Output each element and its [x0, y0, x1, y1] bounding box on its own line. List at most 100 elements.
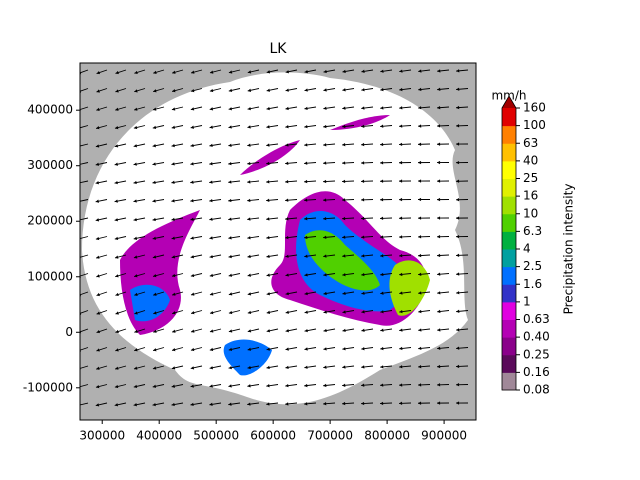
wind-arrow-head — [172, 347, 176, 352]
wind-arrow-head — [115, 311, 119, 315]
wind-arrow-head — [191, 329, 195, 333]
wind-arrow-head — [342, 179, 346, 184]
y-tick-label: 200000 — [27, 214, 73, 228]
wind-arrow-head — [380, 179, 384, 183]
wind-arrow-head — [418, 197, 422, 202]
wind-arrow-head — [304, 124, 308, 129]
wind-arrow-head — [114, 218, 118, 222]
wind-arrow-head — [153, 292, 157, 296]
wind-arrow-head — [456, 216, 460, 220]
wind-arrow-head — [115, 348, 119, 352]
wind-arrow-head — [361, 69, 365, 73]
wind-arrow-head — [418, 253, 422, 258]
wind-arrow-head — [209, 70, 214, 74]
wind-arrow-head — [456, 253, 460, 258]
wind-arrow-head — [361, 124, 365, 128]
wind-arrow-head — [361, 401, 365, 406]
wind-arrow-head — [209, 198, 213, 203]
wind-arrow-head — [456, 291, 460, 295]
wind-arrow-head — [152, 366, 157, 370]
wind-arrow-head — [115, 366, 119, 370]
wind-arrow-head — [133, 403, 137, 407]
wind-arrow-head — [228, 292, 233, 296]
wind-arrow-head — [361, 142, 365, 147]
wind-arrow-head — [323, 365, 327, 369]
wind-arrow-head — [380, 272, 384, 277]
wind-arrow-head — [247, 161, 251, 166]
wind-arrow-head — [190, 402, 194, 407]
wind-arrow-head — [456, 309, 460, 314]
wind-arrow-head — [247, 402, 251, 406]
y-tick-label: 400000 — [27, 103, 73, 117]
wind-arrow-head — [361, 383, 365, 387]
wind-arrow-head — [361, 179, 365, 183]
wind-arrow-head — [380, 106, 384, 110]
wind-arrow-head — [380, 254, 384, 258]
y-tick-label: -100000 — [23, 380, 73, 394]
wind-arrow-head — [172, 311, 176, 315]
wind-arrow-head — [380, 216, 384, 221]
wind-arrow-head — [380, 124, 384, 128]
wind-arrow-head — [304, 88, 308, 92]
wind-arrow-head — [304, 179, 308, 184]
wind-arrow-head — [247, 329, 252, 333]
wind-arrow-head — [323, 106, 327, 110]
radar-field — [80, 69, 469, 407]
wind-arrow-head — [380, 235, 384, 239]
wind-arrow-head — [171, 217, 175, 222]
wind-arrow — [80, 365, 89, 369]
y-tick-label: 0 — [65, 325, 73, 339]
wind-arrow-head — [361, 365, 365, 369]
wind-arrow-head — [418, 309, 422, 314]
x-tick-label: 700000 — [307, 429, 353, 443]
wind-arrow-head — [304, 291, 308, 296]
colorbar-swatch — [502, 196, 516, 215]
wind-arrow-head — [399, 161, 403, 165]
colorbar-tick-label: 0.08 — [523, 383, 550, 397]
wind-arrow-head — [114, 236, 119, 241]
colorbar-swatch — [502, 160, 516, 179]
wind-arrow-head — [361, 347, 365, 351]
wind-arrow-head — [418, 106, 422, 110]
wind-arrow-head — [361, 328, 365, 332]
wind-arrow-head — [399, 69, 403, 73]
wind-arrow-head — [133, 199, 137, 203]
wind-arrow-head — [437, 383, 441, 387]
wind-arrow-head — [95, 236, 100, 241]
wind-arrow-head — [304, 310, 308, 314]
wind-arrow-head — [209, 217, 213, 221]
wind-arrow-head — [209, 180, 213, 184]
wind-arrow-head — [418, 364, 422, 369]
wind-arrow-head — [285, 365, 289, 370]
wind-arrow-head — [247, 365, 251, 370]
wind-arrow-head — [399, 365, 403, 369]
wind-arrow-head — [228, 161, 232, 166]
wind-arrow-head — [209, 107, 214, 111]
wind-arrow-head — [171, 273, 176, 278]
colorbar-tick-label: 4 — [523, 242, 531, 256]
wind-arrow-head — [266, 125, 270, 129]
wind-arrow-head — [437, 253, 441, 258]
wind-arrow-head — [152, 199, 156, 203]
wind-arrow-head — [323, 310, 327, 314]
wind-arrow-head — [456, 179, 460, 183]
wind-arrow — [80, 347, 89, 351]
wind-arrow-head — [304, 273, 308, 277]
y-tick-label: 100000 — [27, 269, 73, 283]
wind-arrow-head — [304, 365, 308, 369]
wind-arrow-head — [153, 274, 157, 278]
wind-arrow-head — [171, 107, 176, 111]
wind-arrow-head — [153, 311, 157, 315]
wind-arrow-head — [342, 198, 346, 202]
colorbar-tick-label: 0.25 — [523, 347, 550, 361]
wind-arrow — [80, 199, 89, 202]
wind-arrow-head — [304, 347, 308, 351]
wind-arrow-head — [134, 274, 138, 278]
x-tick-label: 800000 — [364, 429, 410, 443]
wind-arrow-head — [228, 125, 232, 129]
wind-arrow-head — [266, 292, 271, 296]
wind-arrow-head — [456, 364, 460, 369]
wind-arrow-head — [285, 310, 289, 314]
wind-arrow-head — [114, 384, 119, 389]
wind-arrow-head — [266, 161, 270, 166]
